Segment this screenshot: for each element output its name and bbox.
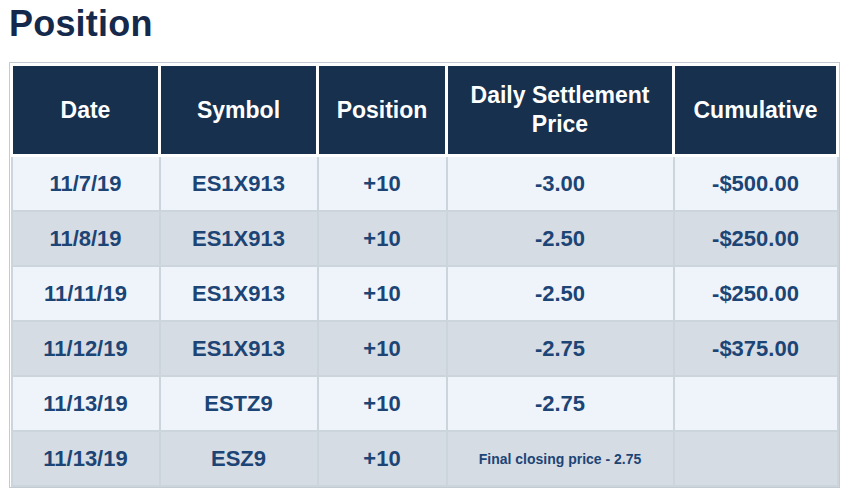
cell-position: +10 xyxy=(318,321,447,376)
table-row: 11/13/19ESTZ9+10-2.75 xyxy=(12,376,838,431)
column-header-position: Position xyxy=(318,65,447,156)
cell-cumulative: -$500.00 xyxy=(674,156,838,212)
table-header: DateSymbolPositionDaily Settlement Price… xyxy=(12,65,838,156)
cell-symbol: ES1X913 xyxy=(160,211,318,266)
column-header-symbol: Symbol xyxy=(160,65,318,156)
column-header-date: Date xyxy=(12,65,160,156)
cell-settlement: Final closing price - 2.75 xyxy=(447,431,674,486)
cell-symbol: ES1X913 xyxy=(160,321,318,376)
cell-symbol: ES1X913 xyxy=(160,266,318,321)
cell-settlement: -2.75 xyxy=(447,321,674,376)
cell-position: +10 xyxy=(318,376,447,431)
cell-date: 11/7/19 xyxy=(12,156,160,212)
cell-date: 11/8/19 xyxy=(12,211,160,266)
cell-position: +10 xyxy=(318,266,447,321)
cell-cumulative: -$250.00 xyxy=(674,211,838,266)
position-table: DateSymbolPositionDaily Settlement Price… xyxy=(10,63,839,487)
column-header-cumulative: Cumulative xyxy=(674,65,838,156)
cell-date: 11/13/19 xyxy=(12,376,160,431)
page-title: Position xyxy=(9,3,153,45)
table-row: 11/11/19ES1X913+10-2.50-$250.00 xyxy=(12,266,838,321)
cell-date: 11/11/19 xyxy=(12,266,160,321)
table-row: 11/13/19ESZ9+10Final closing price - 2.7… xyxy=(12,431,838,486)
cell-cumulative: -$250.00 xyxy=(674,266,838,321)
cell-date: 11/13/19 xyxy=(12,431,160,486)
cell-position: +10 xyxy=(318,211,447,266)
table-row: 11/12/19ES1X913+10-2.75-$375.00 xyxy=(12,321,838,376)
cell-settlement: -3.00 xyxy=(447,156,674,212)
cell-position: +10 xyxy=(318,156,447,212)
cell-cumulative: -$375.00 xyxy=(674,321,838,376)
cell-symbol: ES1X913 xyxy=(160,156,318,212)
cell-position: +10 xyxy=(318,431,447,486)
table-row: 11/8/19ES1X913+10-2.50-$250.00 xyxy=(12,211,838,266)
table-body: 11/7/19ES1X913+10-3.00-$500.0011/8/19ES1… xyxy=(12,156,838,487)
cell-symbol: ESZ9 xyxy=(160,431,318,486)
cell-date: 11/12/19 xyxy=(12,321,160,376)
cell-symbol: ESTZ9 xyxy=(160,376,318,431)
column-header-settlement: Daily Settlement Price xyxy=(447,65,674,156)
cell-cumulative xyxy=(674,376,838,431)
table-row: 11/7/19ES1X913+10-3.00-$500.00 xyxy=(12,156,838,212)
cell-cumulative xyxy=(674,431,838,486)
cell-settlement: -2.50 xyxy=(447,266,674,321)
cell-settlement: -2.50 xyxy=(447,211,674,266)
cell-settlement: -2.75 xyxy=(447,376,674,431)
